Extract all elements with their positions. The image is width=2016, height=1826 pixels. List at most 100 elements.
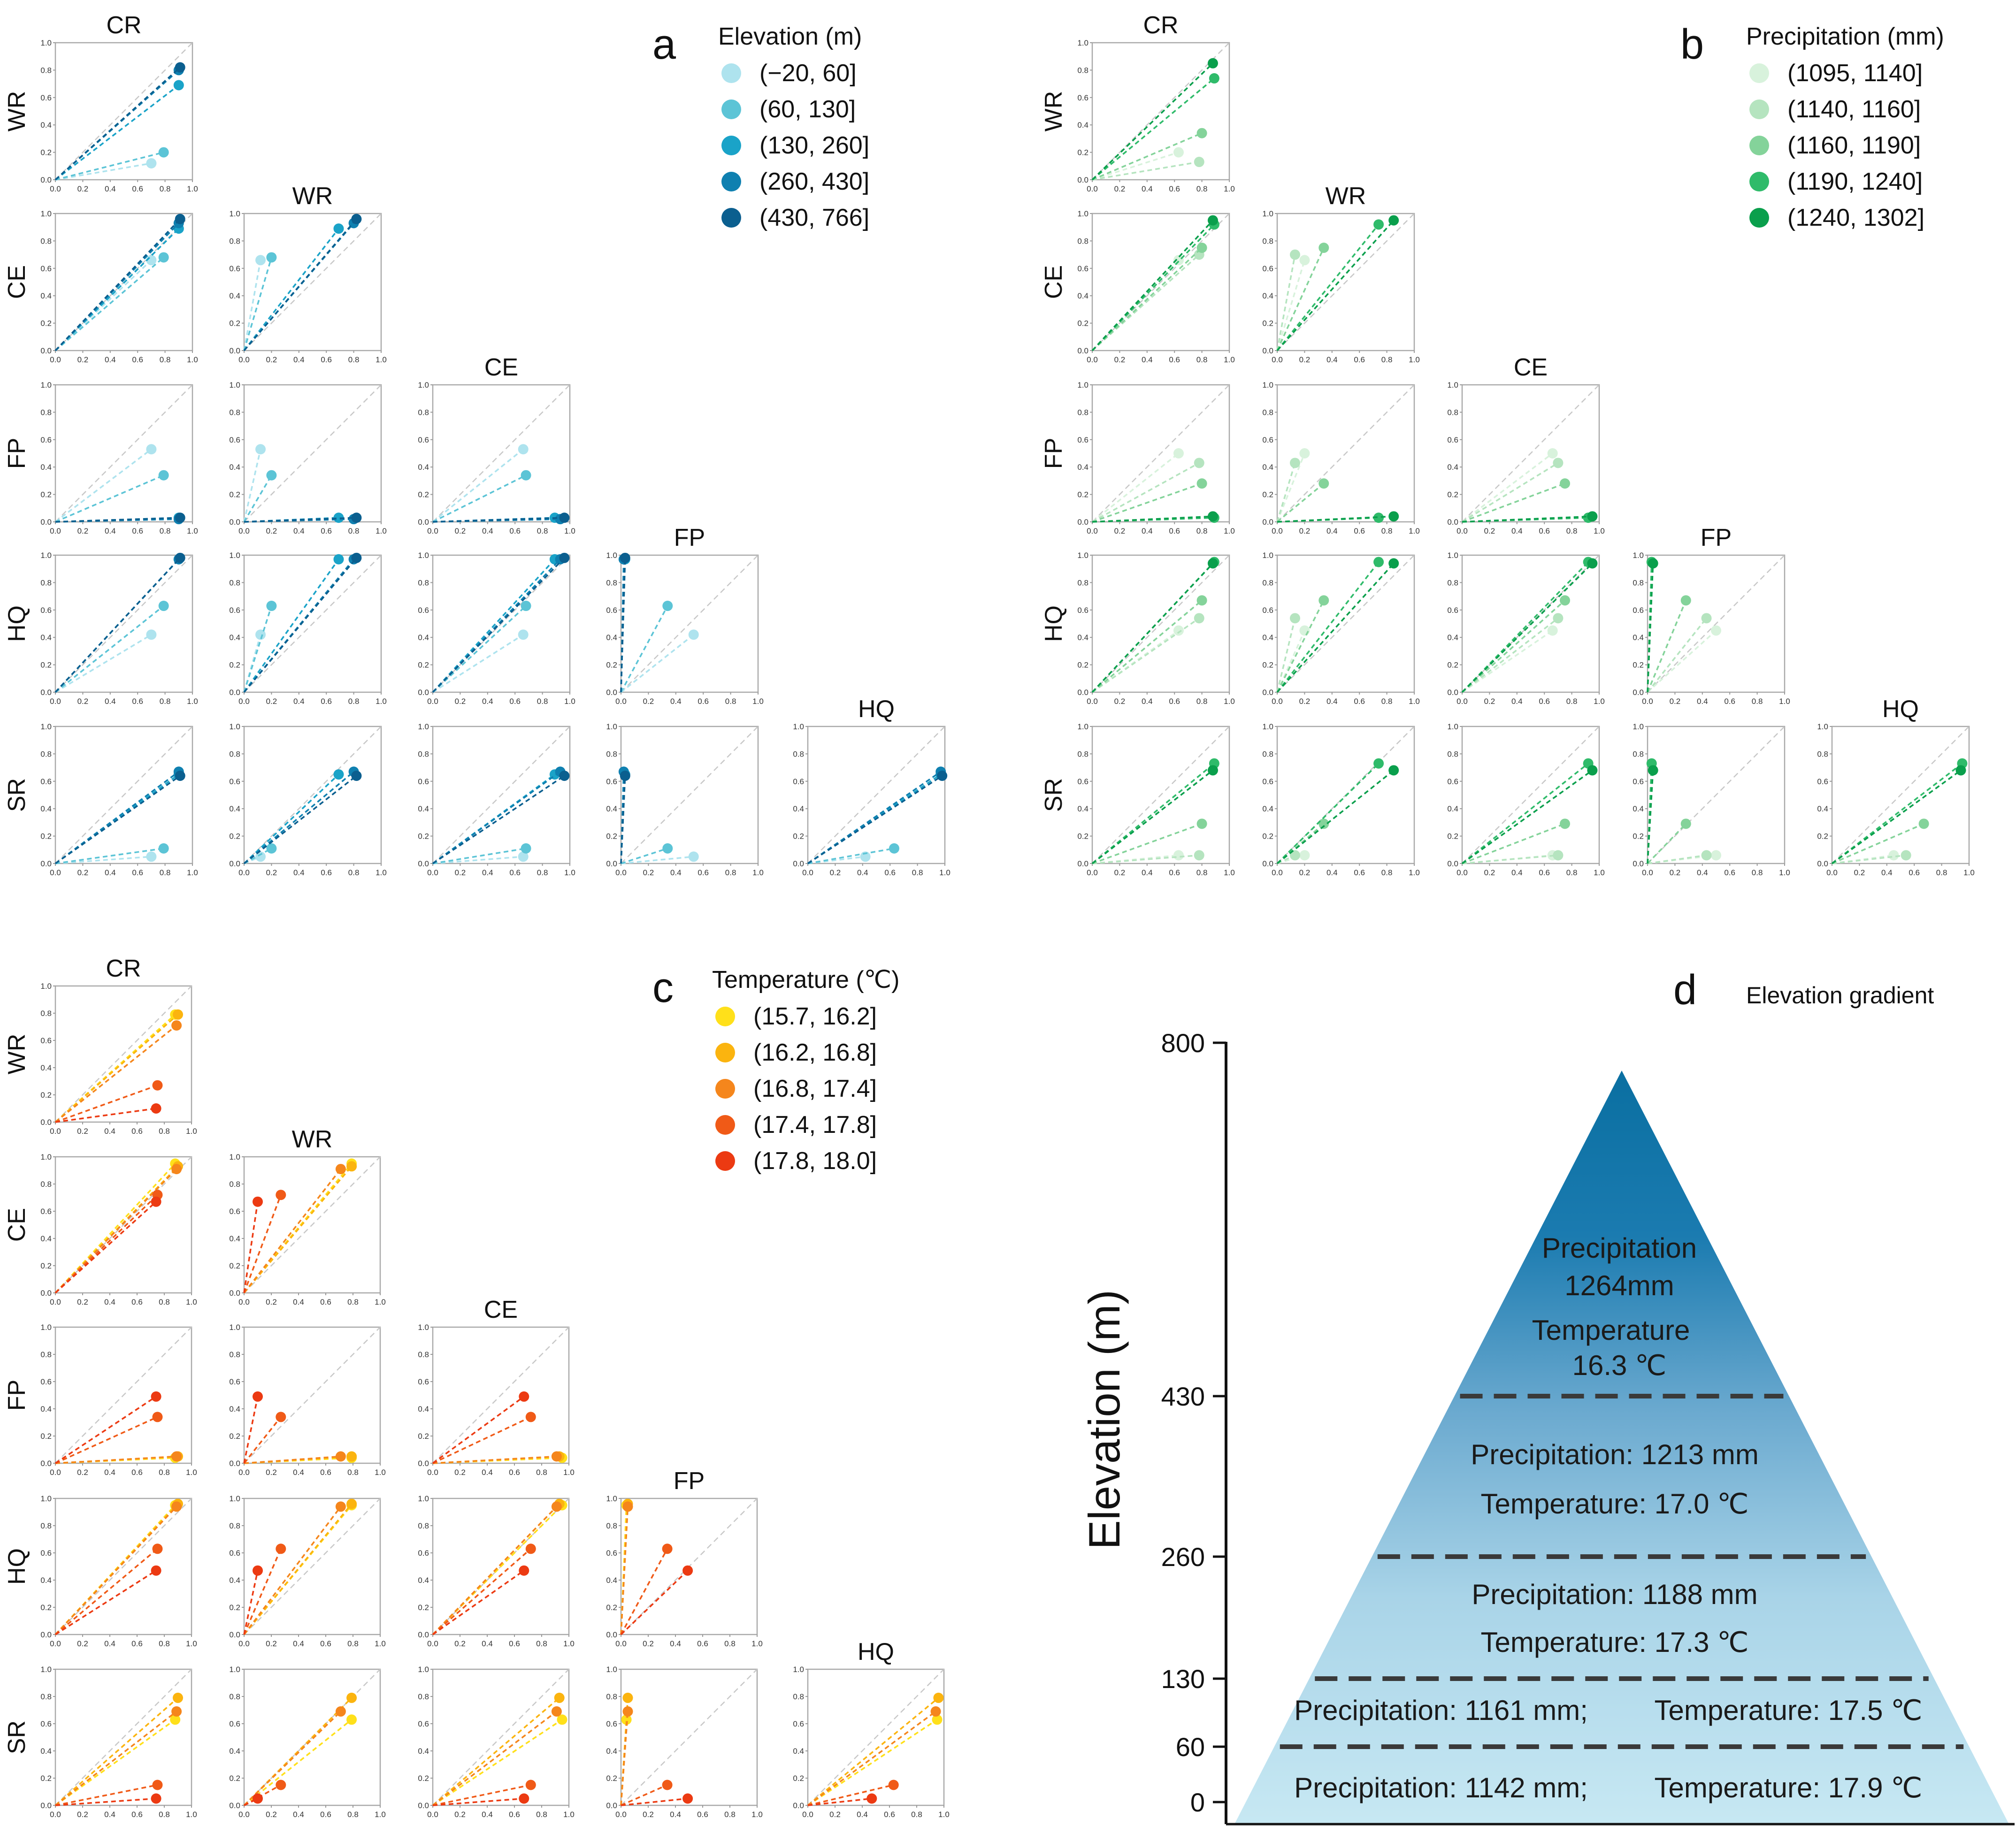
data-point [1373, 512, 1384, 523]
data-point [1289, 249, 1300, 260]
data-point [1701, 613, 1712, 624]
plot-frame [432, 1668, 570, 1806]
y-tick-label: 0.6 [1077, 93, 1088, 102]
x-tick-label: 1.0 [186, 1298, 197, 1306]
y-tick-label: 0.0 [418, 859, 429, 868]
y-tick-label: 0.6 [1077, 435, 1088, 444]
x-tick-label: 0.0 [427, 1639, 438, 1648]
data-point [158, 252, 169, 263]
data-point [1587, 765, 1598, 776]
data-point [930, 1706, 941, 1717]
x-tick-label: 0.4 [104, 1639, 115, 1648]
y-tick-label: 0.6 [40, 435, 52, 444]
x-tick-label: 0.0 [238, 1298, 250, 1306]
legend-swatch [721, 99, 741, 119]
reference-line [807, 726, 945, 864]
scatter-subplot-cr-vs-fp: 0.00.0 0.2 0.2 0.4 0.4 0.6 0.6 0.8 0.8 1.0 1.0 FP [3, 1323, 197, 1477]
x-tick-label: 0.8 [347, 1810, 359, 1819]
data-point [1560, 818, 1570, 829]
x-tick-label: 0.8 [159, 1298, 170, 1306]
y-tick-label: 0.6 [40, 1036, 52, 1045]
data-point [1587, 558, 1598, 569]
x-tick-label: 0.6 [320, 1810, 331, 1819]
plot-frame [243, 213, 382, 351]
row-label: FP [3, 438, 31, 469]
y-tick-label: 0.6 [418, 606, 429, 615]
x-tick-label: 0.0 [802, 1810, 813, 1819]
data-point [346, 1161, 357, 1172]
x-tick-label: 1.0 [563, 1468, 575, 1477]
data-point [1648, 558, 1658, 569]
y-tick-label: 0.0 [418, 688, 429, 697]
x-tick-label: 1.0 [751, 1639, 763, 1648]
y-tick-label: 0.4 [418, 1576, 429, 1585]
data-point [158, 843, 169, 854]
ray-line [1276, 247, 1325, 351]
legend-item: (430, 766] [759, 204, 869, 231]
x-tick-label: 1.0 [186, 1639, 197, 1648]
data-point [521, 470, 531, 481]
data-point [171, 1501, 182, 1512]
x-tick-label: 1.0 [1224, 355, 1235, 364]
y-tick-label: 1.0 [40, 209, 52, 218]
ray-line [1276, 462, 1296, 522]
x-tick-label: 0.4 [104, 1468, 115, 1477]
y-tick-label: 0.8 [40, 578, 52, 587]
plot-frame [54, 726, 193, 864]
y-tick-label: 0.4 [40, 1405, 52, 1413]
y-tick-label: 0.6 [1077, 264, 1088, 273]
x-tick-label: 0.6 [132, 527, 143, 535]
ray-line [55, 1108, 156, 1123]
ray-line [432, 1416, 531, 1464]
data-point [1207, 765, 1218, 776]
x-tick-label: 0.4 [293, 697, 305, 706]
x-tick-label: 0.2 [266, 1810, 277, 1819]
ray-line [1091, 254, 1200, 351]
data-point [351, 214, 362, 224]
data-point [1711, 850, 1721, 861]
y-tick-label: 0.4 [229, 1405, 240, 1413]
ray-line [432, 1784, 531, 1806]
y-tick-label: 0.4 [1633, 804, 1644, 813]
y-tick-label: 0.8 [606, 749, 617, 758]
band-label: Precipitation: 1142 mm; [1294, 1772, 1588, 1803]
x-tick-label: 0.6 [1354, 355, 1365, 364]
x-tick-label: 0.0 [50, 1468, 61, 1477]
data-point [1553, 458, 1564, 468]
y-tick-label: 0.4 [793, 1747, 804, 1756]
y-tick-label: 0.8 [1447, 408, 1458, 417]
data-point [151, 1103, 161, 1114]
plot-frame [620, 554, 759, 693]
ray-line [1091, 62, 1214, 181]
x-tick-label: 0.4 [670, 1810, 681, 1819]
y-tick-label: 0.4 [1262, 633, 1273, 642]
data-point [253, 1196, 263, 1207]
ray-line [1832, 854, 1906, 864]
x-tick-label: 1.0 [563, 1639, 575, 1648]
plot-frame [54, 384, 193, 523]
reference-line [621, 555, 759, 693]
y-tick-label: 0.4 [418, 463, 429, 472]
y-tick-label: 0.4 [418, 1747, 429, 1756]
ray-line [244, 1784, 282, 1806]
legend-title: Elevation (m) [718, 23, 862, 50]
reference-line [244, 213, 382, 351]
x-tick-label: 0.2 [77, 868, 89, 877]
scatter-subplot-cr-vs-hq: 0.00.0 0.2 0.2 0.4 0.4 0.6 0.6 0.8 0.8 1.0 1.0 HQ [3, 1494, 197, 1648]
data-point [518, 851, 529, 862]
x-tick-label: 0.8 [1752, 868, 1763, 877]
ray-line [54, 1014, 179, 1123]
y-tick-label: 0.8 [1633, 578, 1644, 587]
ray-line [1461, 600, 1566, 693]
y-tick-label: 0.6 [40, 1377, 52, 1386]
reference-line [244, 555, 382, 693]
y-tick-label: 60 [1176, 1732, 1205, 1762]
y-tick-label: 0.6 [606, 777, 617, 786]
x-tick-label: 0.2 [266, 355, 277, 364]
x-tick-label: 0.0 [1087, 527, 1098, 535]
scatter-subplot-ce-vs-hq: 0.00.0 0.2 0.2 0.4 0.4 0.6 0.6 0.8 0.8 1.0 1.0 [418, 1494, 574, 1648]
x-tick-label: 0.0 [238, 697, 250, 706]
x-tick-label: 1.0 [1409, 527, 1420, 535]
y-tick-label: 0.0 [229, 1289, 240, 1298]
row-label: HQ [3, 605, 31, 642]
